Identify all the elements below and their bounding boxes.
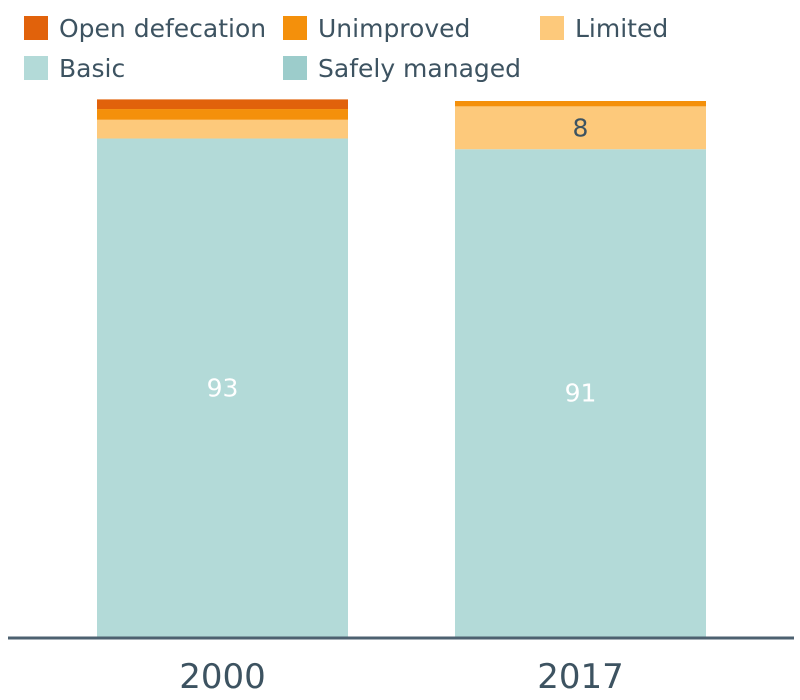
legend-item-safely-managed: Safely managed [283, 54, 521, 83]
data-label-basic-2000: 93 [207, 373, 239, 402]
legend: Open defecation Unimproved Limited Basic Saf… [24, 14, 668, 83]
legend-item-open-defecation: Open defecation [24, 14, 266, 43]
bar-basic-2000 [97, 138, 348, 637]
bar-limited-2000 [97, 119, 348, 139]
bar-limited-2017 [455, 106, 706, 150]
bar-unimproved-2000 [97, 109, 348, 120]
legend-label-basic: Basic [59, 54, 125, 83]
x-tick-label-2000: 2000 [179, 657, 266, 697]
legend-swatch-open-defecation [24, 16, 48, 40]
bar-open-defecation-2000 [97, 99, 348, 110]
legend-swatch-basic [24, 56, 48, 80]
legend-label-open-defecation: Open defecation [59, 14, 266, 43]
legend-swatch-unimproved [283, 16, 307, 40]
data-label-limited-2017: 8 [573, 113, 589, 142]
legend-swatch-limited [540, 16, 564, 40]
legend-swatch-safely-managed [283, 56, 307, 80]
legend-item-basic: Basic [24, 54, 125, 83]
x-axis-ticks: 2000 2017 [179, 657, 624, 697]
legend-item-limited: Limited [540, 14, 668, 43]
legend-label-safely-managed: Safely managed [318, 54, 521, 83]
bar-basic-2017 [455, 149, 706, 638]
data-labels: 93 91 8 [207, 113, 597, 407]
legend-label-limited: Limited [575, 14, 668, 43]
bar-unimproved-2017 [455, 101, 706, 107]
legend-label-unimproved: Unimproved [318, 14, 470, 43]
data-label-basic-2017: 91 [565, 379, 597, 408]
legend-item-unimproved: Unimproved [283, 14, 470, 43]
bars [97, 99, 706, 638]
x-tick-label-2017: 2017 [537, 657, 624, 697]
